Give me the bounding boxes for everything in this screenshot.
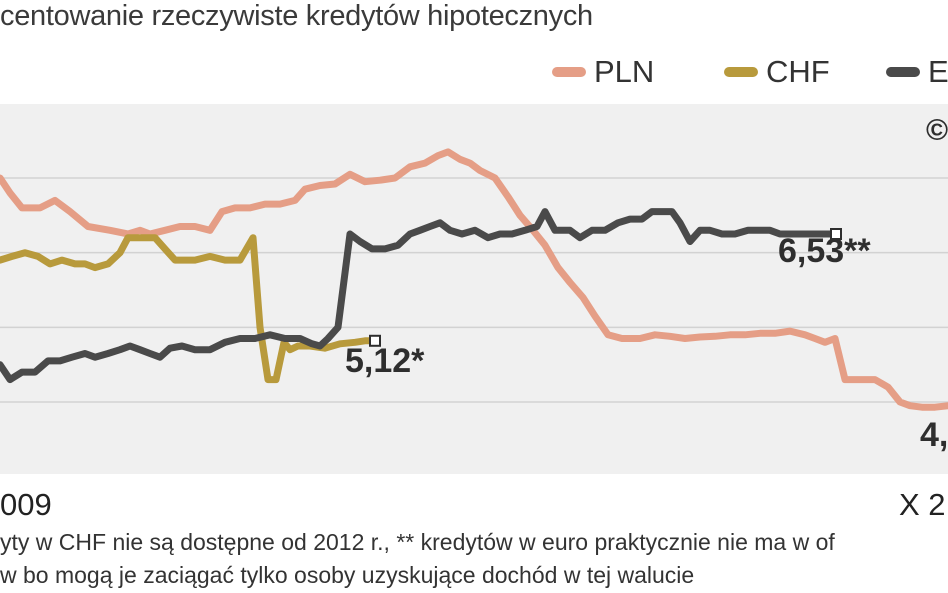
line-chart: 5,12* 6,53** 4, © <box>0 114 948 454</box>
legend-item-chf: CHF <box>724 54 830 90</box>
end-marker-chf <box>369 334 381 347</box>
footnote-line-2: w bo mogą je zaciągać tylko osoby uzysku… <box>0 562 695 588</box>
value-label-eur: 6,53** <box>778 232 871 270</box>
legend-item-eur: E <box>886 54 948 90</box>
legend-swatch-eur <box>886 67 920 77</box>
legend-item-pln: PLN <box>552 54 654 90</box>
end-marker-e <box>830 228 842 241</box>
value-label-chf: 5,12* <box>345 342 425 380</box>
chart-title: centowanie rzeczywiste kredytów hipotecz… <box>0 0 593 32</box>
legend-label-chf: CHF <box>766 54 830 89</box>
copyright-mark: © <box>926 114 948 147</box>
plot-area: 5,12* 6,53** 4, © <box>0 104 948 474</box>
x-axis-start-label: 009 <box>0 487 52 522</box>
series-line-pln <box>0 148 948 411</box>
x-axis-end-label: X 2 <box>899 487 946 522</box>
footnote-line-1: yty w CHF nie są dostępne od 2012 r., **… <box>0 529 835 555</box>
legend-label-eur: E <box>928 54 948 89</box>
legend-label-pln: PLN <box>594 54 655 89</box>
legend-swatch-pln <box>552 67 586 77</box>
series-line-e <box>0 208 840 384</box>
legend-swatch-chf <box>724 67 758 77</box>
value-label-pln: 4, <box>920 416 948 454</box>
series-line-chf <box>0 234 379 384</box>
